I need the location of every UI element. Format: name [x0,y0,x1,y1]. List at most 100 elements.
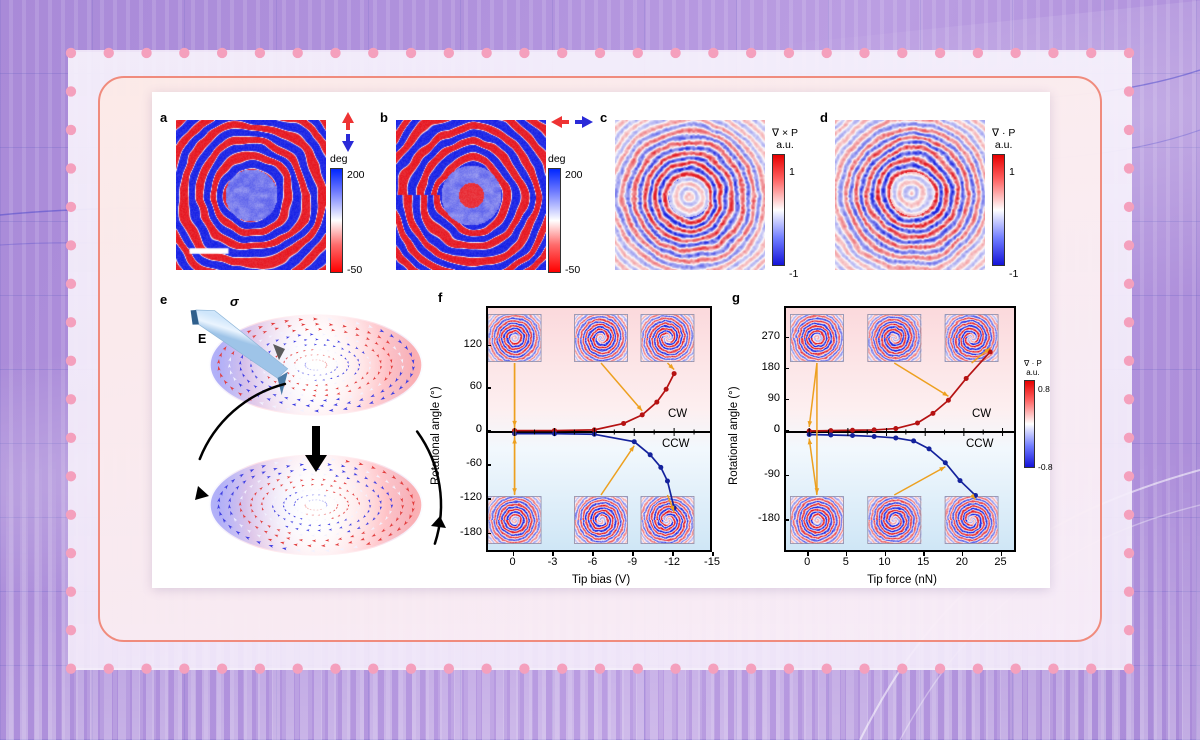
plot-g-ytick: -180 [757,512,780,525]
plot-g-xtickmark [845,552,848,556]
plot-f-xtickmark [512,552,515,556]
plot-f-ytickmark [486,532,491,535]
plot-f-xtickmark [712,552,714,556]
colorbar-d-units: a.u. [994,138,1013,151]
plot-g-ytick: 0 [773,423,780,435]
plot-f-xtickmark [552,552,554,556]
plot-f-xtick: -15 [704,556,720,568]
colorbar-c: ∇ × P a.u. 1 -1 [772,127,798,280]
pfm-image-d [835,120,985,270]
plot-g-xtickmark [923,552,925,556]
colorbar-c-units: a.u. [776,138,794,151]
plot-f-ytick: -180 [459,525,482,538]
plot-f-box [486,306,712,552]
plot-f-ytickmark [486,344,491,346]
plot-g-ytickmark [784,430,789,432]
panel-letter-g: g [732,290,740,305]
plot-g-xlabel: Tip force (nN) [867,574,937,586]
plot-f-ytickmark [486,430,491,432]
colorbar-g: ∇ · P a.u. 0.8 -0.8 [1024,359,1053,472]
plot-g-ytickmark [784,336,789,339]
schematic-e-canvas [166,290,446,580]
plot-f-xtick: -12 [664,556,681,568]
plot-f-ytick: -60 [466,457,482,470]
plot-f-cw-label: CW [668,408,688,420]
plot-g-ytickmark [784,474,789,477]
panel-letter-d: d [820,110,828,125]
plot-g-ytick: -90 [764,467,780,480]
plot-g-cw-label: CW [972,408,992,420]
colorbar-b-min: -50 [565,264,581,276]
plot-g-xtickmark [884,552,887,556]
plot-g-xtickmark [961,552,964,556]
plot-f-xtickmark [672,552,674,556]
panel-letter-b: b [380,110,388,125]
plot-g-ylabel: Rotational angle (°) [728,386,740,485]
plot-f-xtick: -9 [627,556,638,568]
plot-g-ytickmark [784,398,789,401]
colorbar-a-title: deg [330,153,348,165]
panel-letter-e: e [160,292,168,307]
plot-f-xtickmark [632,552,634,556]
plot-g-xtick: 10 [878,556,891,568]
panel-letter-a: a [160,110,168,125]
plot-f-ytick: 0 [475,423,482,435]
plot-g-ytickmark [784,367,789,370]
plot-g-xtick: 25 [994,556,1007,568]
colorbar-c-symbol: ∇ × P [772,127,798,139]
colorbar-a-min: -50 [347,264,363,276]
colorbar-d-symbol: ∇ · P [992,127,1016,139]
plot-f-ylabel: Rotational angle (°) [430,386,442,485]
panel-letter-c: c [600,110,608,125]
plot-f-ytickmark [486,464,491,466]
schematic-stress-label: σ [230,294,239,309]
colorbar-b: deg 200 -50 [548,153,583,276]
plot-g-xtick: 0 [804,556,811,568]
plot-g-xtickmark [1000,552,1003,556]
plot-f-xlabel: Tip bias (V) [571,574,631,586]
plot-f-ytick: 120 [463,337,482,350]
plot-g-canvas [786,308,1014,550]
pfm-image-c [615,120,765,270]
plot-f-xtick: -3 [547,556,558,568]
plot-g-xtick: 5 [842,556,849,568]
colorbar-d-min: -1 [1009,268,1019,280]
colorbar-b-max: 200 [565,169,583,181]
plot-f-ytickmark [486,498,491,500]
plot-f-ytickmark [486,387,491,389]
plot-f-ytick: 60 [469,380,482,393]
plot-g-xtick: 20 [955,556,968,568]
colorbar-c-max: 1 [789,166,795,178]
colorbar-b-title: deg [548,153,566,165]
figure-card: a deg 200 -50 b deg 200 -50 c ∇ × P a.u.… [152,92,1053,588]
colorbar-a: deg 200 -50 [330,153,365,276]
plot-f-ytick: 0 [475,423,482,435]
plot-g-ytickmark [784,519,789,521]
arrow-legend-horizontal-b [548,112,596,132]
schematic-field-label: E [198,332,207,346]
pfm-image-a [176,120,326,270]
plot-f-xtick: -6 [587,556,598,568]
colorbar-c-min: -1 [789,268,799,280]
plot-g-ytick: 90 [767,391,780,404]
plot-g-ytick: 180 [761,360,780,373]
colorbar-g-symbol: ∇ · P [1024,359,1042,368]
colorbar-a-max: 200 [347,169,365,181]
plot-f-ytick: -120 [459,491,482,504]
colorbar-g-min: -0.8 [1038,462,1053,472]
plot-g-xtick: 15 [917,556,930,568]
colorbar-d: ∇ · P a.u. 1 -1 [992,127,1018,280]
colorbar-d-max: 1 [1009,166,1015,178]
colorbar-g-units: a.u. [1026,367,1040,377]
arrow-legend-vertical-a [330,110,366,154]
colorbar-g-max: 0.8 [1038,384,1050,394]
plot-g-ytick: 270 [761,329,780,342]
plot-g-ytick: 0 [773,423,780,435]
plot-g-xtickmark [807,552,809,556]
plot-f-xtick: 0 [509,556,516,568]
pfm-image-b [396,120,546,270]
plot-f-xtickmark [592,552,594,556]
plot-g-box [784,306,1016,552]
plot-g-ccw-label: CCW [966,438,994,450]
panel-letter-f: f [438,290,443,305]
